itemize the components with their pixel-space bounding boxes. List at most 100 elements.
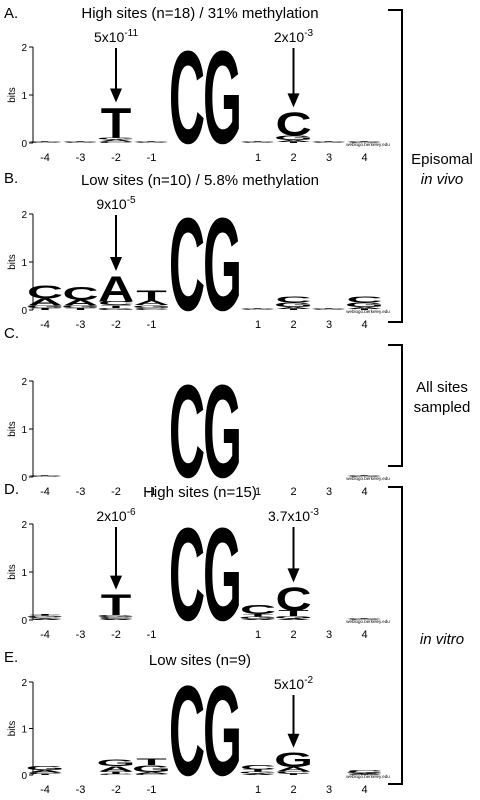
x-tick-label: -1	[147, 629, 157, 641]
logo-letter: G	[274, 301, 313, 308]
footer: weblogo.berkeley.edu	[346, 309, 390, 314]
logo-letter: C	[346, 142, 382, 143]
annotation: 5x10-2	[274, 675, 314, 692]
logo-letter: C	[27, 142, 63, 143]
logo-letter: A	[240, 773, 276, 775]
side-label: in vivo	[421, 171, 464, 188]
logo-letter: C	[275, 771, 311, 774]
x-tick-label: -1	[147, 152, 157, 164]
bracket	[388, 344, 403, 467]
logo-letter: A	[346, 619, 382, 620]
logo-letter: C	[169, 24, 205, 172]
logo-letter: C	[98, 300, 134, 306]
x-tick-label: 3	[326, 784, 332, 796]
logo-letter: T	[136, 141, 167, 142]
logo-letter: T	[278, 142, 309, 143]
logo-letter: C	[27, 282, 63, 303]
logo-letter: A	[27, 618, 63, 620]
logo-letter: G	[345, 475, 384, 476]
y-axis-label: bits	[7, 421, 18, 437]
annotation-exponent: -2	[304, 675, 313, 686]
logo-letter: G	[310, 141, 349, 142]
logo-letter: T	[30, 308, 61, 311]
logo-letter: C	[27, 772, 63, 774]
logo-letter: G	[310, 308, 349, 309]
x-tick-label: 3	[326, 629, 332, 641]
panel-label: C.	[4, 325, 19, 342]
annotation: 2x10-3	[274, 28, 314, 45]
logo-letter: C	[311, 309, 347, 310]
x-tick-label: -2	[111, 629, 121, 641]
y-tick-label: 1	[21, 425, 27, 436]
logo-letter: C	[346, 295, 382, 304]
logo-letter: G	[97, 615, 136, 618]
x-tick-label: -4	[40, 319, 50, 331]
logo-letter: C	[98, 617, 134, 620]
logo-letter: G	[274, 616, 313, 620]
logo-letter: C	[27, 476, 63, 477]
logo-letter: A	[98, 765, 134, 774]
panel-label: D.	[4, 481, 19, 498]
logo-letter: C	[133, 308, 169, 311]
y-tick-label: 0	[21, 139, 27, 150]
logo-letter: G	[203, 659, 242, 800]
x-tick-label: -1	[147, 784, 157, 796]
x-tick-label: 2	[290, 152, 296, 164]
x-tick-label: -1	[147, 486, 157, 498]
logo-letter: T	[349, 618, 380, 619]
y-tick-label: 0	[21, 473, 27, 484]
footer: weblogo.berkeley.edu	[346, 476, 390, 481]
x-tick-label: 4	[361, 319, 367, 331]
logo-letter: A	[275, 618, 311, 620]
logo-letter: T	[30, 614, 61, 616]
annotation: 3.7x10-3	[268, 507, 319, 524]
x-tick-label: 4	[361, 629, 367, 641]
footer: weblogo.berkeley.edu	[346, 142, 390, 147]
logo-letter: A	[275, 140, 311, 143]
x-tick-label: -4	[40, 629, 50, 641]
logo-letter: T	[136, 756, 167, 767]
logo-letter: T	[243, 769, 274, 773]
x-tick-label: 4	[361, 152, 367, 164]
logo-letter: G	[61, 305, 100, 309]
logo-letter: T	[101, 588, 132, 621]
logo-letter: T	[349, 475, 380, 476]
x-tick-label: 1	[255, 784, 261, 796]
logo-letter: G	[239, 308, 278, 309]
footer: weblogo.berkeley.edu	[346, 774, 390, 779]
logo-letter: T	[30, 475, 61, 476]
logo-letter: G	[274, 134, 313, 141]
y-tick-label: 2	[21, 43, 27, 54]
annotation: 5x10-11	[94, 28, 139, 45]
logo-letter: T	[349, 309, 380, 310]
x-tick-label: -2	[111, 784, 121, 796]
x-tick-label: -1	[147, 319, 157, 331]
logo-letter: G	[26, 305, 65, 309]
logo-letter: A	[240, 619, 276, 620]
x-tick-label: 1	[255, 319, 261, 331]
logo-letter: G	[345, 772, 384, 773]
logo-letter: A	[98, 619, 134, 620]
y-axis-label: bits	[7, 87, 18, 103]
annotation-exponent: -3	[310, 507, 319, 518]
footer: weblogo.berkeley.edu	[346, 619, 390, 624]
logo-letter: A	[27, 297, 63, 308]
logo-letter: G	[203, 501, 242, 649]
x-tick-label: -4	[40, 486, 50, 498]
panel-label: A.	[4, 5, 18, 22]
logo-letter: G	[203, 24, 242, 172]
y-tick-label: 0	[21, 306, 27, 317]
arrow-head	[287, 93, 300, 108]
logo-letter: A	[133, 772, 169, 775]
logo-letter: A	[27, 769, 63, 773]
logo-letter: G	[239, 141, 278, 142]
logo-letter: T	[30, 141, 61, 142]
logo-letter: A	[98, 269, 134, 310]
logo-letter: A	[311, 309, 347, 310]
logo-letter: A	[346, 307, 382, 310]
arrow-head	[110, 256, 122, 271]
logo-letter: C	[98, 141, 134, 143]
